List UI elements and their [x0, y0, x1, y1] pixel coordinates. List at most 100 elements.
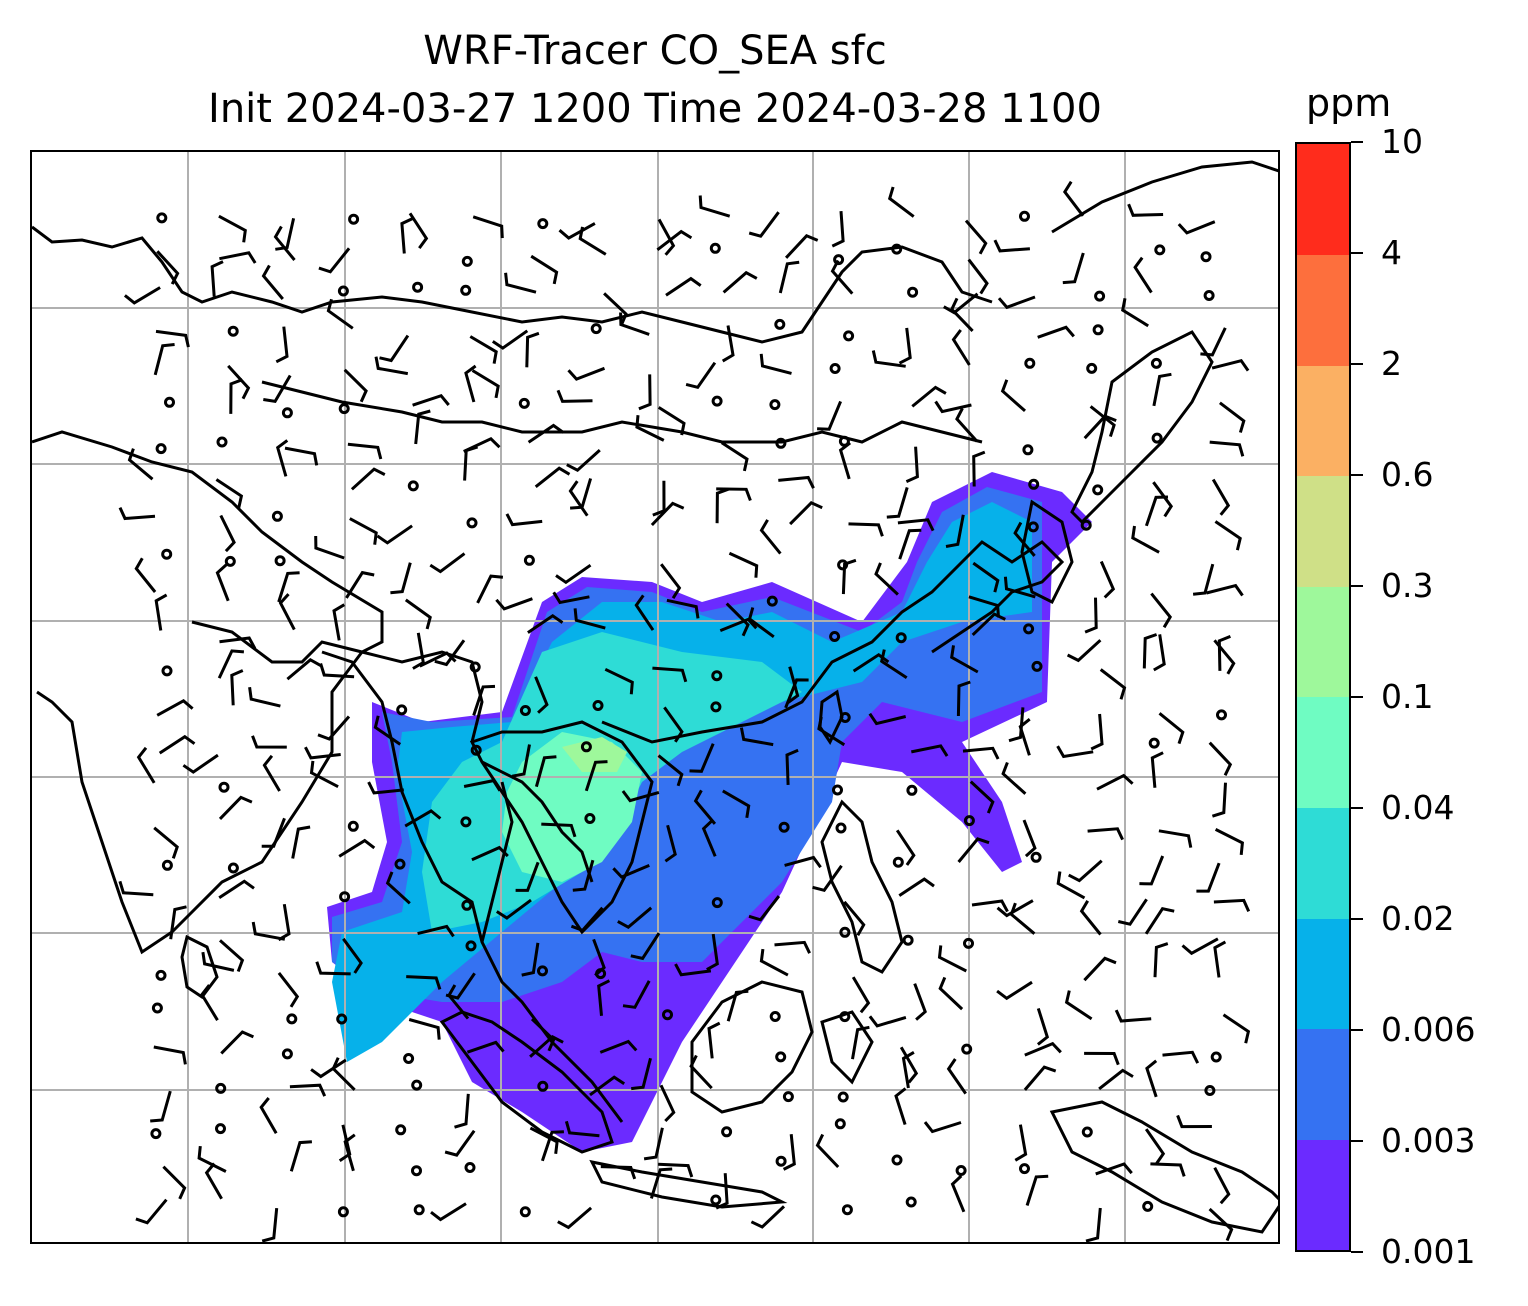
wind-barb [374, 356, 409, 376]
coastline-central-asia [32, 225, 993, 344]
wind-barb [1153, 942, 1169, 978]
wind-barb [349, 517, 378, 545]
wind-barb [894, 1087, 907, 1126]
wind-barb [1181, 937, 1219, 956]
wind-barb [1196, 862, 1221, 893]
wind-barb [511, 744, 531, 778]
calm-wind-marker [834, 1118, 846, 1130]
calm-wind-marker [394, 858, 406, 870]
colorbar-tick-label: 0.003 [1381, 1121, 1476, 1160]
calm-wind-marker [407, 480, 419, 492]
wind-barb [868, 1015, 907, 1028]
wind-barb [666, 598, 700, 619]
wind-barb [1083, 414, 1117, 440]
wind-barb [277, 571, 300, 603]
border-china-mongolia [261, 380, 983, 444]
wind-barb [567, 366, 606, 381]
calm-wind-marker [151, 1002, 163, 1014]
wind-barb [621, 790, 660, 803]
wind-barb [534, 755, 557, 788]
wind-barb [289, 1140, 313, 1172]
wind-barb [652, 666, 688, 683]
calm-wind-marker [1092, 324, 1104, 336]
calm-wind-marker [164, 396, 175, 408]
wind-barb [220, 1030, 255, 1055]
map-panel [30, 150, 1280, 1244]
wind-barb [162, 1165, 187, 1200]
wind-barb [656, 229, 693, 251]
wind-barb [664, 824, 677, 863]
wind-barb [318, 247, 351, 274]
wind-barb [967, 258, 989, 295]
wind-barb [843, 900, 866, 937]
wind-barb [782, 1134, 796, 1171]
wind-barb [495, 597, 533, 611]
calm-wind-marker [891, 1154, 903, 1166]
wind-barb [971, 899, 1009, 913]
calm-wind-marker [775, 1051, 787, 1063]
wind-barb [566, 448, 601, 473]
wind-barb [951, 329, 971, 366]
wind-barb [429, 552, 466, 574]
wind-barb [685, 361, 717, 390]
gridlines [32, 152, 1278, 1242]
calm-wind-marker [710, 701, 722, 713]
wind-barb [698, 195, 731, 218]
colorbar-tick-label: 0.1 [1381, 677, 1434, 716]
wind-barb [408, 212, 429, 249]
calm-wind-marker [662, 1009, 673, 1021]
wind-barb [898, 327, 912, 365]
map-canvas [32, 152, 1278, 1242]
wind-barb [619, 312, 650, 336]
wind-barb [568, 480, 589, 517]
wind-barb [541, 822, 577, 838]
calm-wind-marker [839, 926, 851, 938]
coastline-korea [1020, 499, 1074, 605]
wind-barb [748, 211, 780, 238]
wind-barb [1000, 379, 1026, 413]
wind-barb [118, 506, 156, 521]
wind-barb [464, 364, 477, 403]
coastline-sumatra [439, 1010, 614, 1154]
calm-wind-marker [1200, 251, 1212, 263]
calm-wind-marker [1154, 244, 1166, 256]
wind-barb [784, 678, 809, 709]
colorbar-tick [1351, 474, 1363, 476]
wind-barb [774, 940, 811, 954]
wind-barb [663, 706, 684, 743]
wind-barb [720, 441, 749, 472]
calm-wind-marker [1142, 1200, 1154, 1212]
calm-wind-marker [892, 856, 904, 868]
calm-wind-marker [832, 784, 843, 796]
wind-barb [277, 971, 300, 1008]
colorbar-tick-label: 0.006 [1381, 1010, 1476, 1049]
wind-barb [466, 1040, 505, 1054]
calm-wind-marker [711, 395, 723, 407]
wind-barb [291, 825, 311, 859]
wind-barb [674, 963, 712, 977]
wind-barb [218, 879, 255, 900]
calm-wind-marker [1216, 709, 1227, 721]
wind-barb [491, 329, 529, 350]
wind-barb [950, 645, 979, 674]
wind-barb [1098, 1068, 1134, 1091]
wind-barb [1036, 1007, 1050, 1046]
wind-barb [304, 746, 341, 760]
wind-barb [657, 754, 684, 787]
wind-barb [476, 574, 504, 604]
wind-barb [589, 1075, 626, 1097]
calm-wind-marker [843, 330, 855, 342]
wind-barb [905, 446, 919, 483]
calm-wind-marker [1024, 357, 1036, 369]
wind-barb [1192, 563, 1215, 596]
calm-wind-marker [161, 665, 173, 677]
wind-barb [555, 563, 592, 585]
wind-barb [376, 524, 413, 545]
calm-wind-marker [537, 965, 548, 977]
wind-barb [463, 445, 479, 481]
calm-wind-marker [161, 548, 173, 560]
wind-barb [286, 657, 322, 681]
calm-wind-marker [413, 1204, 425, 1216]
wind-barb [123, 286, 161, 305]
wind-barb [135, 1198, 168, 1225]
